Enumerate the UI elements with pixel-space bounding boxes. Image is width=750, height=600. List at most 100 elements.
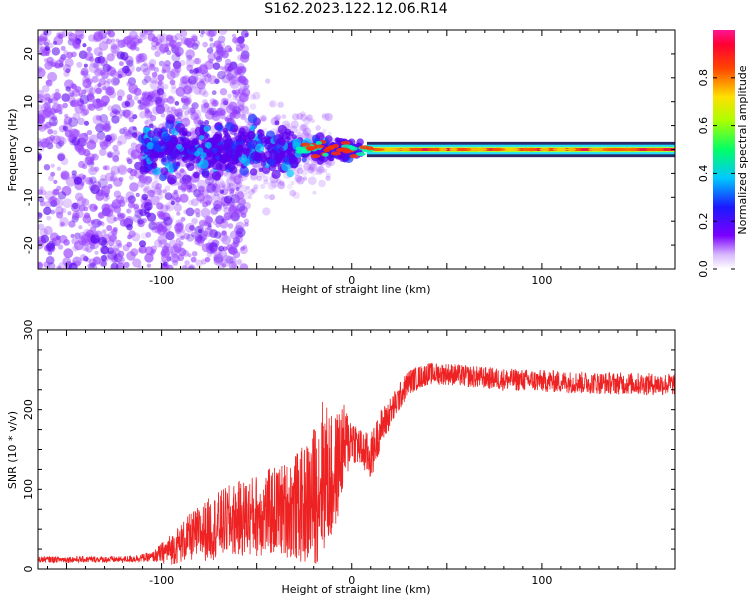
spectrogram-point bbox=[194, 115, 203, 124]
spectrogram-point bbox=[325, 161, 332, 168]
spectrogram-point bbox=[185, 181, 195, 190]
spectrogram-point bbox=[57, 244, 64, 250]
spectrogram-point bbox=[290, 120, 299, 129]
spectrogram-point bbox=[223, 62, 232, 71]
spectrogram-point bbox=[144, 108, 151, 114]
spectrogram-point bbox=[99, 259, 106, 267]
spectrogram-point bbox=[231, 213, 240, 222]
spectrogram-point bbox=[94, 230, 103, 239]
spectrogram-point bbox=[182, 250, 190, 257]
spectrogram-point bbox=[228, 261, 238, 269]
spectrogram-point bbox=[231, 89, 236, 94]
spectrogram-point bbox=[113, 177, 123, 187]
spectrogram-point bbox=[539, 147, 550, 152]
spectrogram-point bbox=[229, 166, 238, 174]
spectrogram-point bbox=[232, 90, 237, 95]
spectrogram-point bbox=[150, 185, 159, 194]
spectrogram-point bbox=[242, 85, 248, 91]
spectrogram-point bbox=[96, 131, 106, 140]
spectrogram-point bbox=[141, 193, 148, 201]
spectrogram-point bbox=[117, 199, 126, 208]
spectrogram-point bbox=[149, 152, 159, 163]
spectrogram-point bbox=[310, 154, 321, 159]
spectrogram-point bbox=[48, 107, 57, 115]
spectrogram-point bbox=[232, 250, 241, 259]
spectrogram-point bbox=[236, 191, 245, 200]
spectrogram-point bbox=[136, 55, 143, 62]
spectrogram-point bbox=[269, 100, 277, 108]
spectrogram-point bbox=[144, 107, 150, 113]
spectrogram-point bbox=[215, 55, 223, 63]
spectrogram-point bbox=[259, 114, 268, 122]
spectrogram-point bbox=[221, 230, 228, 237]
spectrogram-point bbox=[47, 128, 54, 135]
spectrogram-point bbox=[112, 227, 118, 232]
spectrogram-point bbox=[142, 67, 151, 76]
spectrogram-point bbox=[237, 173, 242, 179]
spectrogram-point bbox=[156, 188, 162, 195]
spectrogram-point bbox=[206, 103, 213, 110]
spectrogram-point bbox=[188, 87, 194, 94]
spectrogram-point bbox=[227, 69, 238, 80]
spectrogram-point bbox=[107, 152, 113, 158]
spectrogram-point bbox=[300, 111, 306, 117]
spectrogram-point bbox=[93, 205, 98, 210]
spectrogram-point bbox=[221, 50, 229, 59]
spectrogram-point bbox=[228, 75, 239, 85]
spectrogram-point bbox=[165, 231, 175, 241]
spectrogram-point bbox=[270, 179, 279, 188]
spectrogram-point bbox=[317, 165, 325, 174]
spectrogram-point bbox=[219, 163, 228, 172]
spectrogram-point bbox=[209, 42, 215, 49]
spectrogram-point bbox=[194, 238, 201, 246]
spectrogram-point bbox=[292, 191, 300, 200]
spectrogram-point bbox=[57, 33, 64, 40]
colorbar-tick-label: 0.2 bbox=[697, 212, 710, 230]
spectrogram-point bbox=[611, 147, 622, 152]
spectrogram-point bbox=[322, 168, 328, 173]
spectrogram-point bbox=[234, 182, 241, 190]
spectrogram-point bbox=[296, 112, 304, 120]
spectrogram-point bbox=[128, 230, 136, 238]
spectrogram-point bbox=[46, 56, 54, 64]
spectrogram-point bbox=[166, 95, 176, 105]
spectrogram-point bbox=[223, 100, 229, 106]
spectrogram-point bbox=[153, 92, 160, 100]
spectrogram-point bbox=[126, 208, 132, 214]
spectrogram-point bbox=[228, 205, 238, 215]
spectrogram-point bbox=[182, 264, 188, 269]
spectrogram-point bbox=[105, 86, 115, 96]
spectrogram-point bbox=[158, 80, 165, 87]
spectrogram-point bbox=[170, 68, 180, 78]
spectrogram-point bbox=[179, 76, 188, 85]
spectrogram-point bbox=[158, 93, 164, 100]
spectrogram-point bbox=[260, 116, 266, 122]
spectrogram-point bbox=[139, 111, 147, 119]
spectrogram-point bbox=[145, 110, 152, 117]
spectrogram-point bbox=[112, 77, 121, 85]
spectrogram-point bbox=[296, 128, 302, 134]
spectrogram-point bbox=[165, 42, 170, 47]
spectrogram-point bbox=[164, 192, 173, 201]
spectrogram-point bbox=[202, 146, 209, 153]
spectrogram-point bbox=[117, 135, 127, 145]
spectrogram-point bbox=[209, 98, 217, 105]
spectrogram-point bbox=[151, 71, 158, 78]
spectrogram-point bbox=[172, 242, 182, 252]
spectrogram-point bbox=[107, 105, 114, 112]
spectrogram-point bbox=[229, 230, 239, 240]
spectrogram-point bbox=[235, 135, 243, 143]
spectrogram-point bbox=[305, 115, 313, 122]
spectrogram-point bbox=[150, 162, 158, 169]
spectrogram-point bbox=[156, 221, 164, 229]
spectrogram-point bbox=[200, 107, 207, 114]
spectrogram-point bbox=[51, 47, 61, 56]
spectrogram-point bbox=[146, 189, 155, 198]
spectrogram-point bbox=[50, 163, 55, 168]
spectrogram-point bbox=[194, 119, 202, 128]
spectrogram-point bbox=[189, 80, 198, 89]
spectrogram-point bbox=[194, 57, 202, 65]
spectrogram-point bbox=[149, 30, 155, 33]
spectrogram-point bbox=[156, 209, 162, 216]
spectrogram-point bbox=[84, 120, 90, 126]
